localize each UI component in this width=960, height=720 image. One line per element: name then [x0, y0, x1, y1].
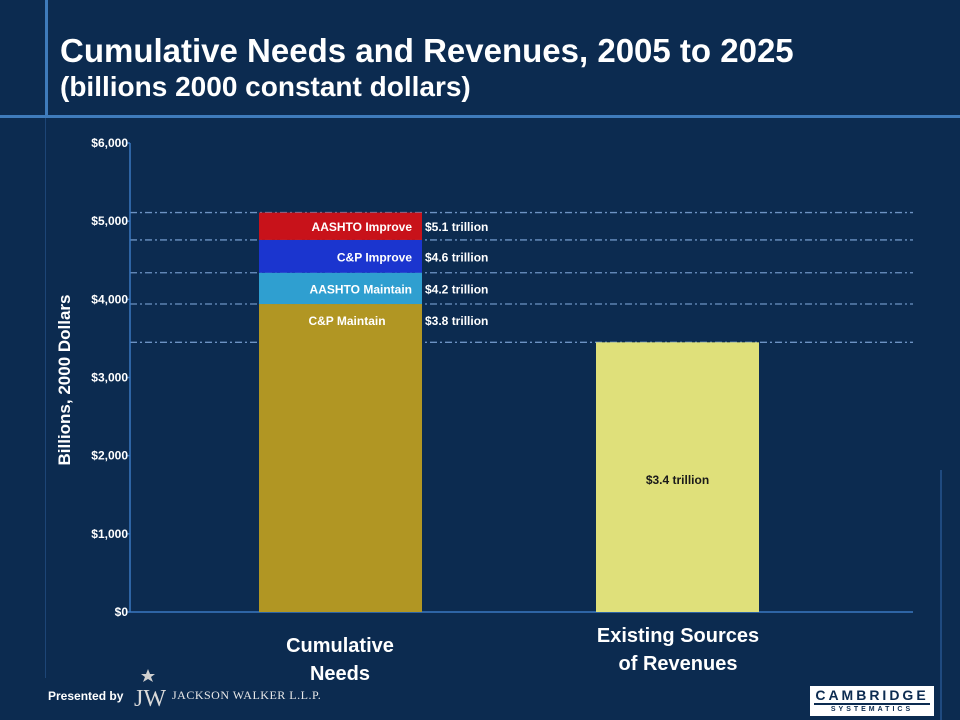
y-tick-label: $5,000 [91, 214, 128, 228]
needs-segment-label: C&P Improve [337, 250, 412, 264]
needs-bar-segment [259, 212, 422, 240]
presented-by-text: Presented by [48, 689, 124, 703]
jackson-walker-name: JACKSON WALKER L.L.P. [172, 688, 322, 702]
needs-total-label: $3.8 trillion [425, 314, 488, 328]
brand-divider [814, 703, 930, 705]
revenues-bar-label: $3.4 trillion [646, 473, 709, 487]
brand-name: CAMBRIDGE [815, 687, 929, 703]
needs-bar-segment [259, 304, 422, 612]
y-tick-label: $2,000 [91, 449, 128, 463]
y-tick-label: $6,000 [91, 136, 128, 150]
needs-bar-segment [259, 272, 422, 305]
chart-title: Cumulative Needs and Revenues, 2005 to 2… [60, 32, 794, 69]
y-tick-label: $3,000 [91, 371, 128, 385]
needs-segment-label: C&P Maintain [308, 314, 385, 328]
needs-total-label: $5.1 trillion [425, 220, 488, 234]
y-axis-label: Billions, 2000 Dollars [55, 294, 74, 466]
cambridge-systematics-logo: CAMBRIDGE SYSTEMATICS [810, 686, 934, 716]
brand-subname: SYSTEMATICS [830, 706, 914, 713]
y-tick-label: $0 [115, 605, 129, 619]
needs-total-label: $4.6 trillion [425, 250, 488, 264]
x-category-label-revenues: Existing Sources of Revenues [596, 625, 760, 675]
frame-line-vertical-faint [45, 118, 46, 678]
needs-segment-label: AASHTO Improve [312, 220, 413, 234]
chart-subtitle: (billions 2000 constant dollars) [60, 71, 471, 102]
frame-line-right [940, 470, 942, 720]
frame-line-vertical [45, 0, 48, 118]
jackson-walker-logo-icon: JW [134, 669, 166, 712]
needs-segment-label: AASHTO Maintain [310, 282, 412, 296]
y-tick-label: $1,000 [91, 527, 128, 541]
needs-bar-segment [259, 239, 422, 273]
x-category-label-needs: Cumulative Needs [286, 635, 394, 685]
frame-line-horizontal [0, 115, 960, 118]
y-tick-label: $4,000 [91, 292, 128, 306]
jw-monogram: JW [134, 686, 166, 712]
revenues-bar [596, 342, 759, 612]
needs-total-label: $4.2 trillion [425, 282, 488, 296]
